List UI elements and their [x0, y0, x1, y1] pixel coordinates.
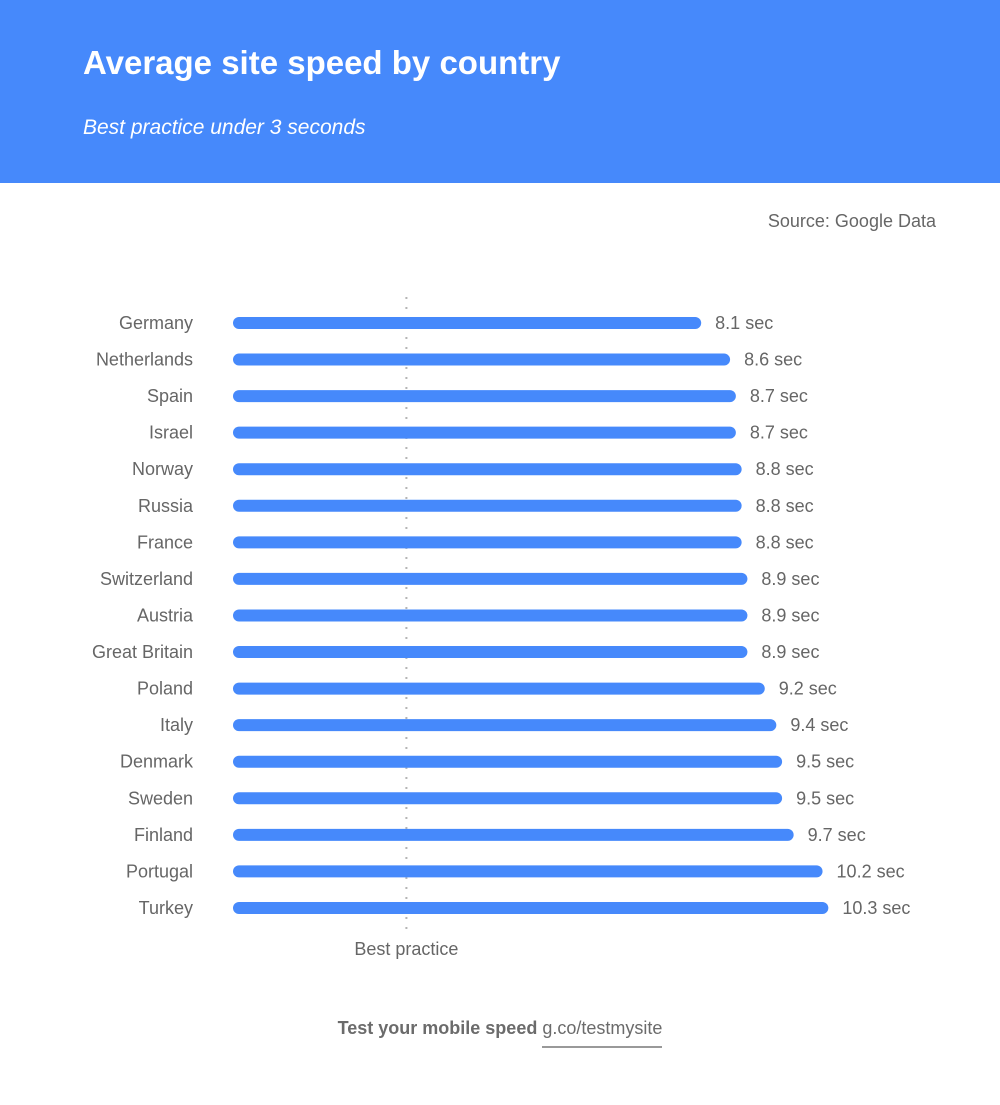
value-label: 8.8 sec: [756, 496, 814, 516]
bar: [233, 792, 783, 805]
testmysite-link[interactable]: g.co/testmysite: [542, 1018, 663, 1048]
bar: [233, 901, 829, 914]
value-label: 8.7 sec: [750, 423, 808, 443]
value-label: 9.5 sec: [796, 752, 854, 772]
bar: [233, 865, 823, 878]
value-label: 9.2 sec: [779, 679, 837, 699]
reference-line-label: Best practice: [354, 939, 458, 959]
category-label: Sweden: [128, 788, 193, 808]
value-label: 8.7 sec: [750, 386, 808, 406]
category-label: Turkey: [139, 898, 193, 918]
bar: [233, 536, 742, 549]
source-note: Source: Google Data: [767, 211, 936, 231]
bar: [233, 755, 783, 768]
chart-subtitle: Best practice under 3 seconds: [83, 116, 366, 139]
bar: [233, 572, 748, 585]
category-label: Norway: [132, 459, 193, 479]
bar: [233, 426, 736, 439]
footer: Test your mobile speed g.co/testmysite: [0, 1018, 1000, 1048]
value-label: 8.8 sec: [756, 532, 814, 552]
value-label: 10.2 sec: [837, 861, 905, 881]
bar: [233, 390, 736, 403]
bar-chart: Germany 8.1 sec Netherlands 8.6 sec Spain 8.7…: [92, 297, 910, 959]
bar: [233, 646, 748, 659]
category-label: Austria: [137, 605, 194, 625]
bar: [233, 682, 765, 695]
category-label: Germany: [119, 313, 193, 333]
value-label: 8.1 sec: [715, 313, 773, 333]
value-label: 8.9 sec: [761, 569, 819, 589]
category-label: Portugal: [126, 861, 193, 881]
category-label: France: [137, 532, 193, 552]
value-label: 8.9 sec: [761, 605, 819, 625]
category-label: Great Britain: [92, 642, 193, 662]
chart-title: Average site speed by country: [83, 44, 561, 81]
bar: [233, 719, 777, 732]
bar: [233, 609, 748, 622]
value-label: 8.9 sec: [761, 642, 819, 662]
category-label: Spain: [147, 386, 193, 406]
bar: [233, 828, 794, 841]
category-label: Denmark: [120, 752, 194, 772]
footer-prefix: Test your mobile speed: [337, 1018, 538, 1038]
value-label: 9.7 sec: [808, 825, 866, 845]
category-label: Switzerland: [100, 569, 193, 589]
value-label: 10.3 sec: [842, 898, 910, 918]
category-label: Netherlands: [96, 350, 193, 370]
value-label: 9.4 sec: [790, 715, 848, 735]
bar: [233, 353, 731, 366]
category-label: Poland: [137, 679, 193, 699]
value-label: 9.5 sec: [796, 788, 854, 808]
bar: [233, 499, 742, 512]
category-label: Israel: [149, 423, 193, 443]
category-label: Finland: [134, 825, 193, 845]
value-label: 8.8 sec: [756, 459, 814, 479]
bar: [233, 317, 702, 329]
bar: [233, 463, 742, 476]
header-banner: Average site speed by country Best pract…: [0, 0, 1000, 183]
value-label: 8.6 sec: [744, 350, 802, 370]
category-label: Italy: [160, 715, 193, 735]
category-label: Russia: [138, 496, 194, 516]
